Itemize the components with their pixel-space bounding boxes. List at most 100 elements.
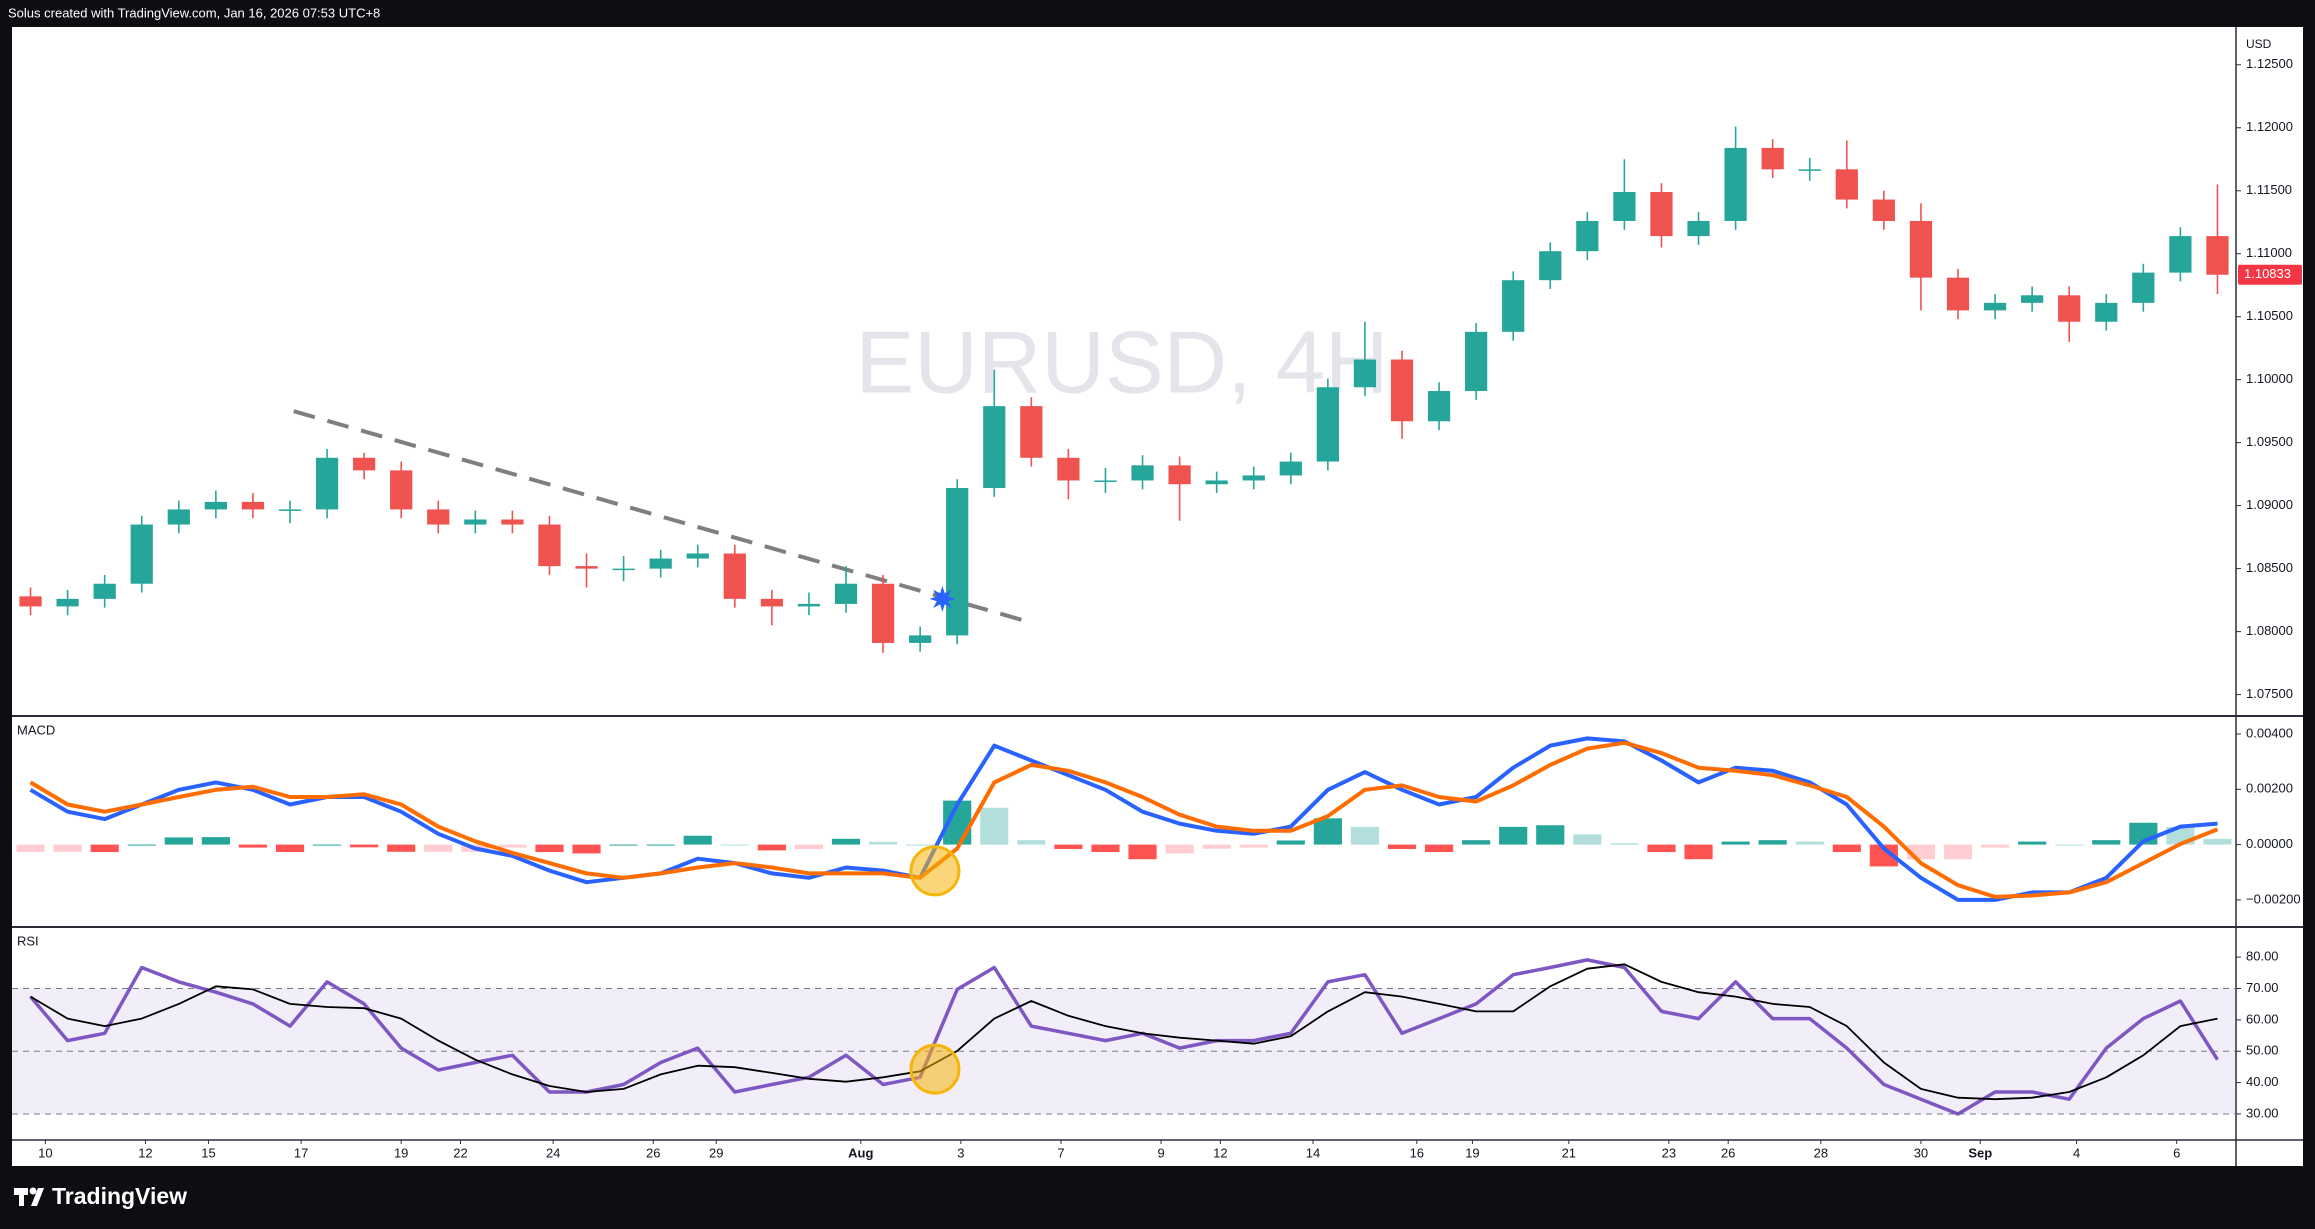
line (29, 958, 2219, 1116)
histogram-bar (646, 844, 675, 846)
last-price-label: 1.10833 (2244, 266, 2291, 281)
histogram-bar (1647, 844, 1676, 853)
histogram-bar (424, 844, 453, 852)
candle-body (204, 501, 227, 510)
candle-body (130, 524, 153, 584)
y-tick-label: 0.00200 (2246, 781, 2293, 796)
x-tick-label: 22 (453, 1145, 467, 1160)
x-tick-label: 21 (1562, 1145, 1576, 1160)
candle-body (1205, 480, 1228, 485)
line (29, 740, 2219, 899)
y-tick-label: 80.00 (2246, 949, 2279, 964)
x-tick-label: 9 (1157, 1145, 1164, 1160)
histogram-bar (980, 807, 1009, 845)
x-tick-label: 29 (709, 1145, 723, 1160)
histogram-bar (1276, 840, 1305, 845)
y-tick-label: 1.12500 (2246, 56, 2293, 71)
x-tick-label: 16 (1410, 1145, 1424, 1160)
x-tick-label: 19 (394, 1145, 408, 1160)
histogram-bar (1573, 834, 1602, 845)
y-tick-label: 0.00000 (2246, 836, 2293, 851)
candle-body (1502, 280, 1525, 332)
candle-body (464, 519, 487, 525)
y-tick-label: 1.08500 (2246, 560, 2293, 575)
histogram-bar (1869, 844, 1898, 867)
candle-body (1724, 147, 1747, 221)
histogram-bar (1721, 841, 1750, 845)
candle-body (1983, 302, 2007, 311)
y-tick-label: −0.00200 (2246, 891, 2301, 906)
x-tick-label: 30 (1914, 1145, 1928, 1160)
histogram-bar (1239, 844, 1268, 848)
candle-body (1687, 220, 1710, 237)
candle-body (1946, 277, 1970, 311)
histogram-bar (1091, 844, 1120, 853)
highlight-circle (909, 845, 961, 897)
histogram-bar (1610, 843, 1639, 845)
y-tick-label: 70.00 (2246, 980, 2279, 995)
y-tick-label: 50.00 (2246, 1043, 2279, 1058)
candle-body (315, 457, 339, 510)
histogram-bar (350, 844, 379, 848)
candle-body (983, 406, 1006, 489)
histogram-bar (1684, 844, 1713, 860)
candle-body (2169, 236, 2192, 273)
histogram-bar (90, 844, 119, 853)
histogram-bar (201, 837, 230, 845)
histogram-bar (535, 844, 564, 853)
candle-body (1242, 475, 1265, 481)
candle-body (1539, 251, 1562, 281)
candle-body (1279, 461, 1302, 476)
histogram-bar (1424, 844, 1454, 853)
candle-body (353, 457, 376, 471)
candle-body (1427, 391, 1451, 422)
candle-body (2021, 295, 2044, 303)
histogram-bar (387, 844, 416, 852)
histogram-bar (1832, 844, 1861, 853)
histogram-bar (275, 844, 305, 853)
candle-body (167, 509, 190, 525)
candle-body (501, 519, 524, 525)
candle-body (946, 488, 969, 636)
candle-body (2132, 272, 2155, 303)
candle-body (2095, 302, 2118, 322)
y-tick-label: 40.00 (2246, 1074, 2279, 1089)
candle-body (686, 553, 709, 559)
y-tick-label: 1.12000 (2246, 119, 2293, 134)
currency-label: USD (2246, 37, 2272, 51)
candle-body (1465, 331, 1488, 392)
line (29, 736, 2218, 902)
x-tick-label: 28 (1814, 1145, 1828, 1160)
line (30, 963, 2218, 1101)
x-tick-label: 26 (646, 1145, 660, 1160)
candle-body (760, 598, 783, 607)
brand: TradingView (52, 1183, 187, 1209)
x-tick-label: Sep (1968, 1145, 1992, 1160)
x-tick-label: Aug (848, 1145, 873, 1160)
candle-body (871, 583, 895, 643)
histogram-bar (757, 844, 786, 851)
candle-body (1057, 457, 1080, 481)
y-tick-label: 1.09000 (2246, 497, 2293, 512)
x-tick-label: 15 (201, 1145, 215, 1160)
histogram-bar (720, 844, 749, 846)
candle-body (1909, 220, 1933, 278)
histogram-bar (1350, 826, 1380, 845)
candle-body (797, 603, 821, 607)
x-tick-label: 17 (294, 1145, 308, 1160)
candle-body (1316, 387, 1339, 462)
x-tick-label: 23 (1662, 1145, 1676, 1160)
x-tick-label: 6 (2173, 1145, 2180, 1160)
histogram-bar (572, 844, 601, 854)
candle-body (1613, 192, 1636, 221)
highlight-circle (909, 1043, 961, 1095)
histogram-bar (1202, 844, 1231, 849)
candle-body (2206, 236, 2229, 275)
histogram-bar (868, 841, 898, 845)
candle-body (1390, 359, 1414, 422)
signal-marker (929, 585, 956, 612)
candle-body (612, 568, 635, 571)
histogram-bar (16, 844, 45, 853)
candle-body (241, 501, 265, 510)
